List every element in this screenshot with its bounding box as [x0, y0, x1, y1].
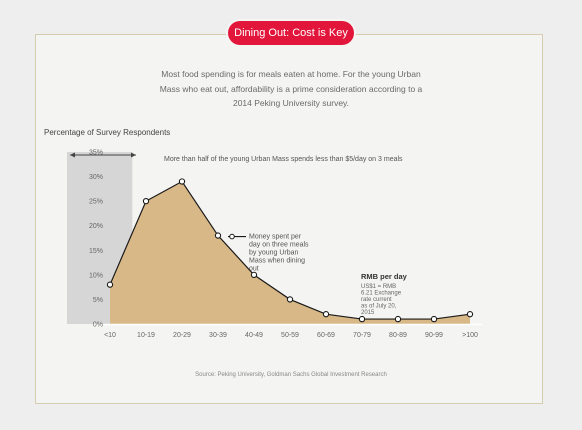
x-tick-label: >100	[462, 332, 478, 339]
data-point	[106, 281, 114, 288]
data-point	[430, 315, 438, 323]
x-tick-label: 30-39	[209, 332, 227, 339]
data-point	[142, 197, 150, 205]
highlight-note: More than half of the young Urban Mass s…	[164, 156, 403, 163]
y-tick-label: 30%	[89, 174, 103, 181]
legend-marker	[229, 233, 235, 240]
x-tick-label: 80-89	[389, 332, 407, 339]
x-tick-label: 10-19	[137, 332, 155, 339]
data-point	[466, 311, 474, 318]
range-arrow-right	[131, 152, 136, 158]
x-tick-label: 50-59	[281, 332, 299, 339]
source-note: Source: Peking University, Goldman Sachs…	[195, 372, 387, 378]
legend-label: Money spent per day on three meals by youn…	[249, 234, 309, 273]
y-tick-label: 0%	[93, 322, 103, 329]
data-point	[178, 178, 186, 185]
area-fill	[110, 181, 470, 324]
x-tick-label: 20-29	[173, 332, 191, 339]
data-point	[286, 296, 294, 303]
data-point	[322, 311, 330, 318]
chart-title: Percentage of Survey Respondents	[44, 128, 171, 137]
y-tick-label: 10%	[89, 272, 103, 279]
data-point	[214, 232, 222, 239]
section-title-pill: Dining Out: Cost is Key	[228, 21, 354, 45]
x-tick-label: <10	[104, 332, 116, 339]
x-tick-label: 90-99	[425, 332, 443, 339]
data-point	[394, 315, 402, 323]
x-axis-note: US$1 = RMB 6.21 Exchange rate current as of…	[361, 284, 402, 316]
y-tick-label: 20%	[89, 223, 103, 230]
data-point	[358, 315, 366, 323]
range-arrow-left	[70, 152, 75, 158]
data-point	[250, 271, 258, 279]
y-tick-label: 25%	[89, 199, 103, 206]
x-tick-label: 60-69	[317, 332, 335, 339]
y-tick-label: 5%	[93, 297, 103, 304]
y-tick-label: 35%	[89, 150, 103, 157]
x-tick-label: 40-49	[245, 332, 263, 339]
x-tick-label: 70-79	[353, 332, 371, 339]
y-tick-label: 15%	[89, 248, 103, 255]
intro-text: Most food spending is for meals eaten at…	[159, 69, 423, 108]
x-axis-title: RMB per day	[361, 272, 408, 281]
